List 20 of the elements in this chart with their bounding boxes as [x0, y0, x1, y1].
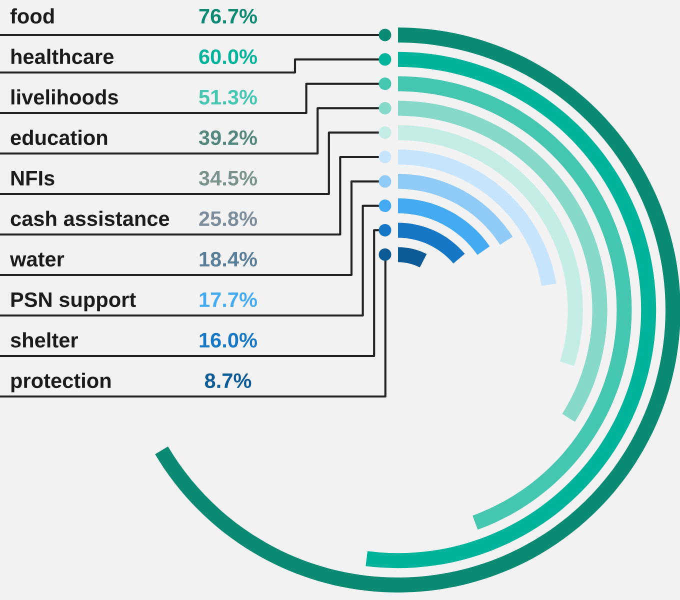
- category-label: food: [10, 8, 54, 24]
- data-label: 8.7%: [204, 373, 252, 388]
- category-label: livelihoods: [11, 89, 118, 105]
- category-label: NFIs: [11, 171, 54, 186]
- category-label: shelter: [10, 332, 78, 348]
- category-label: water: [10, 252, 64, 267]
- data-label: 25.8%: [199, 211, 257, 226]
- data-label: 76.7%: [199, 8, 257, 24]
- category-label: PSN support: [11, 292, 136, 312]
- data-label: 18.4%: [200, 252, 257, 267]
- data-label: 39.2%: [198, 130, 257, 146]
- category-label: education: [10, 130, 108, 146]
- data-label: 34.5%: [198, 170, 257, 186]
- category-label: healthcare: [11, 48, 114, 64]
- category-label: cash assistance: [10, 210, 170, 226]
- data-label: 51.3%: [199, 90, 257, 105]
- data-label: 60.0%: [199, 49, 257, 64]
- data-label: 16.0%: [200, 332, 257, 348]
- data-label: 17.7%: [200, 292, 257, 308]
- category-label: protection: [11, 372, 111, 392]
